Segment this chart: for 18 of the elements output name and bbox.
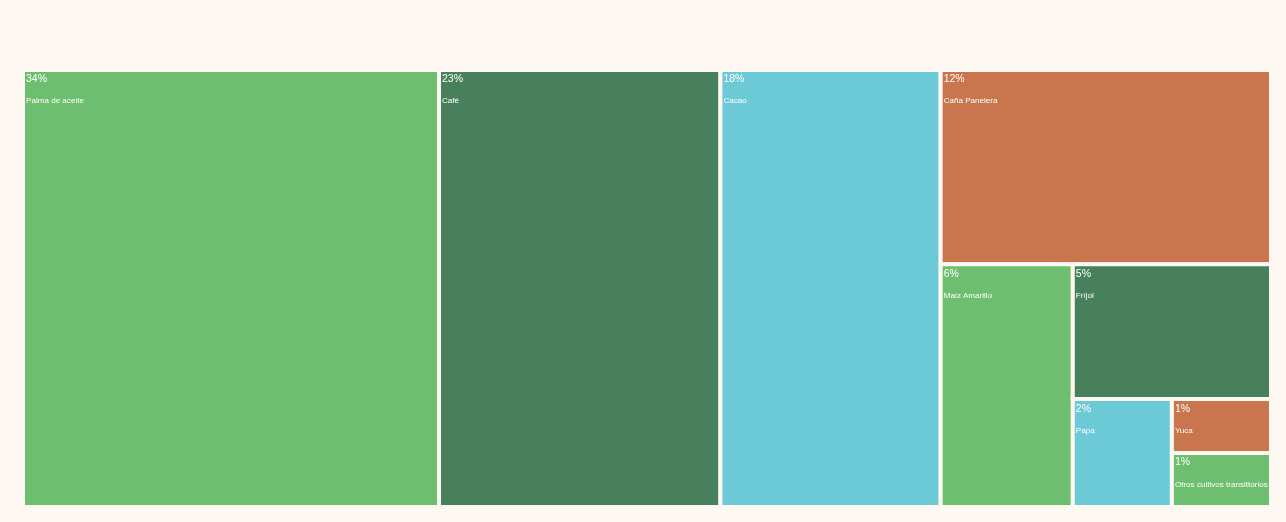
data-label: 23% xyxy=(442,72,464,85)
data-label: 1% xyxy=(1174,401,1191,414)
data-label: 18% xyxy=(723,72,745,85)
category-label: Yuca xyxy=(1174,425,1194,435)
category-label: Maíz Amarillo xyxy=(943,290,993,300)
category-label: Papa xyxy=(1075,425,1096,435)
category-label: Fríjol xyxy=(1075,290,1094,300)
category-label: Café xyxy=(442,96,460,106)
category-label: Palma de aceite xyxy=(26,96,85,106)
category-label: Caña Panelera xyxy=(943,96,999,106)
data-label: 12% xyxy=(943,72,965,85)
category-label: Otros cultivos transittorios xyxy=(1174,479,1268,489)
data-label: 34% xyxy=(26,72,48,85)
data-label: 1% xyxy=(1174,455,1191,468)
data-label: 6% xyxy=(943,266,959,279)
data-label: 5% xyxy=(1075,266,1091,279)
data-label: 2% xyxy=(1075,401,1091,414)
category-label: Cacao xyxy=(723,96,748,106)
